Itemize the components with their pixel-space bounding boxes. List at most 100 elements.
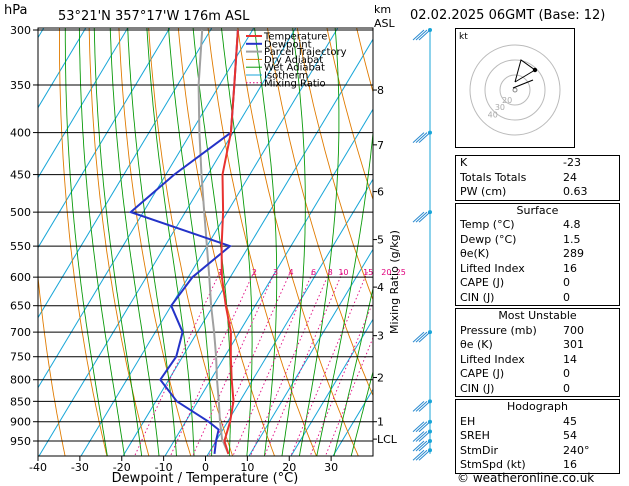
legend-entry: Temperature	[263, 32, 327, 43]
table-row: CIN (J) 0	[456, 291, 620, 306]
pressure-tick-label: 550	[10, 240, 31, 253]
row-value: 45	[563, 414, 577, 428]
mixing-ratio-line	[192, 271, 276, 456]
pressure-axis: 300 350 400 450 500 550 600 650 700 750 800 850 900 9…	[10, 24, 38, 448]
wind-barb-flag	[412, 431, 425, 442]
dry-adiabat-line	[118, 28, 192, 456]
height-tick-label: 6	[377, 186, 384, 199]
row-label: CIN (J)	[460, 290, 495, 304]
wind-barb-flag	[412, 211, 425, 223]
wind-barb-flag	[415, 29, 428, 41]
temperature-tick-label: -40	[29, 461, 47, 474]
dry-adiabat-line	[88, 28, 150, 456]
mixing-ratio-labels: 1 2 3 4 6 8 10 15 20 25	[218, 268, 406, 277]
row-label: StmSpd (kt)	[460, 458, 526, 471]
pressure-gridlines	[38, 29, 373, 442]
isotherm-line	[206, 178, 373, 456]
isotherm-line	[290, 318, 373, 456]
pressure-tick-label: 850	[10, 395, 31, 408]
row-value: 240°	[563, 443, 590, 457]
legend-entry: Dewpoint	[264, 39, 312, 50]
temperature-tick-label: -10	[155, 461, 173, 474]
hodograph-point	[532, 67, 538, 73]
isotherm-line	[38, 28, 213, 319]
location-title: 53°21'N 357°17'W 176m ASL	[58, 9, 250, 24]
row-label: K	[460, 156, 468, 169]
table-row: CAPE (J) 0	[456, 367, 620, 382]
hpa-label: hPa	[4, 3, 27, 18]
mixing-ratio-tick-label: 20	[381, 268, 391, 277]
legend-entry: Parcel Trajectory	[264, 47, 347, 58]
table-row: StmSpd (kt) 16	[456, 458, 620, 473]
temperature-tick-label: -30	[71, 461, 89, 474]
date-header: 02.02.2025 06GMT (Base: 12)	[410, 8, 606, 23]
table-title-row: Most Unstable	[456, 309, 620, 324]
height-tick-label: 2	[377, 371, 384, 384]
isotherm-line	[38, 28, 297, 456]
row-label: EH	[460, 414, 476, 428]
wind-barb-flag	[412, 331, 425, 343]
mixing-ratio-tick-label: 4	[288, 268, 293, 277]
height-tick-label: 8	[377, 84, 384, 97]
wet-adiabat-line	[254, 28, 278, 456]
pressure-tick-label: 950	[10, 435, 31, 448]
mixing-ratio-line	[208, 271, 292, 456]
storm-motion-arrow	[512, 79, 534, 89]
table-row: CIN (J) 0	[456, 382, 620, 397]
mixing-ratio-tick-label: 8	[328, 268, 333, 277]
hodograph-kt-label: kt	[459, 32, 468, 42]
wind-barb-flag	[412, 400, 425, 412]
pressure-tick-label: 900	[10, 416, 31, 429]
hodograph-center	[512, 87, 518, 93]
surface-table: Surface Temp (°C) 4.8 Dewp (°C) 1.5 θe(K) 289 L…	[455, 202, 620, 306]
row-label: θe (K)	[460, 338, 493, 351]
height-tick-label: LCL	[377, 433, 398, 446]
table-row: Lifted Index 16	[456, 262, 620, 277]
row-label: Lifted Index	[460, 261, 525, 275]
wind-barb-flag	[415, 440, 428, 452]
wind-barb-flag	[412, 440, 425, 452]
legend-entry: Isotherm	[264, 71, 308, 82]
isotherm-line	[332, 388, 373, 456]
row-value: 14	[563, 352, 577, 366]
series-dewpoint	[128, 29, 239, 455]
row-value: 24	[563, 170, 577, 184]
temperature-tick-label: 10	[240, 461, 254, 474]
mixing-ratio-line	[134, 271, 221, 456]
table-row: K -23	[456, 156, 620, 171]
row-label: Temp (°C)	[460, 218, 515, 231]
wet-adiabat-line	[221, 28, 253, 456]
copyright: © weatheronline.co.uk	[457, 471, 595, 485]
row-label: PW (cm)	[460, 185, 507, 198]
row-value: -23	[563, 156, 581, 169]
table-row: θe(K) 289	[456, 247, 620, 262]
temperature-tick-label: 30	[324, 461, 338, 474]
wind-barb-flag	[415, 132, 428, 143]
row-value: 1.5	[563, 232, 581, 246]
row-value: 301	[563, 338, 584, 351]
height-tick-label: 1	[377, 416, 384, 429]
mixing-ratio-line	[169, 271, 255, 456]
mixing-ratio-tick-label: 1	[218, 268, 223, 277]
dry-adiabat-line	[326, 28, 373, 201]
wind-barb-flag	[418, 29, 431, 41]
asl-label: ASL	[374, 17, 396, 30]
mixing-ratio-tick-label: 6	[311, 268, 316, 277]
row-value: 16	[563, 458, 577, 471]
pressure-tick-label: 600	[10, 271, 31, 284]
table-title-row: Surface	[456, 203, 620, 218]
wind-barb-flag	[418, 400, 431, 412]
table-title: Hodograph	[507, 400, 568, 413]
wind-barb-flag	[412, 132, 425, 143]
pressure-tick-label: 350	[10, 79, 31, 92]
hodograph-table: Hodograph EH 45 SREH 54 StmDir 240° StmSpd (kt)…	[455, 399, 620, 474]
plot-frame	[37, 27, 374, 457]
row-value: 0	[563, 290, 570, 304]
wind-barb-flag	[412, 421, 425, 433]
wind-barb-flag	[415, 400, 428, 412]
wet-adiabat-line	[333, 286, 373, 456]
indices-table: K -23 Totals Totals 24 PW (cm) 0.63	[455, 155, 620, 201]
wind-barb-flag	[412, 449, 425, 461]
